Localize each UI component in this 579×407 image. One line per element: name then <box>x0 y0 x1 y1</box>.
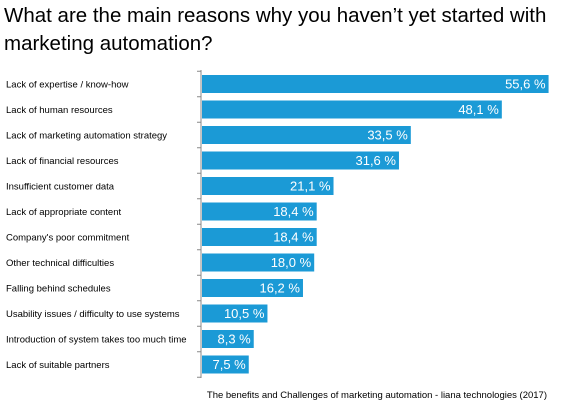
category-label: Lack of expertise / know-how <box>6 80 129 91</box>
category-label: Lack of appropriate content <box>6 207 121 218</box>
value-label: 10,5 % <box>224 306 265 321</box>
category-label: Lack of financial resources <box>6 156 119 167</box>
category-label: Company's poor commitment <box>6 233 130 244</box>
bars-layer: Lack of expertise / know-how 55,6 % Lack o… <box>6 70 549 378</box>
value-label: 18,4 % <box>273 230 314 245</box>
value-label: 7,5 % <box>213 357 247 372</box>
bar <box>202 253 315 272</box>
value-label: 31,6 % <box>355 153 396 168</box>
bar <box>202 330 254 348</box>
bar <box>202 151 399 170</box>
category-label: Introduction of system takes too much ti… <box>6 335 187 346</box>
bar <box>202 75 549 93</box>
category-label: Usability issues / difficulty to use sys… <box>6 309 180 320</box>
chart-title: What are the main reasons why you haven’… <box>4 4 547 55</box>
bar <box>202 279 303 297</box>
value-label: 18,0 % <box>271 255 312 270</box>
value-label: 16,2 % <box>259 281 300 296</box>
category-label: Other technical difficulties <box>6 258 114 269</box>
bar <box>202 100 502 119</box>
bar <box>202 126 411 144</box>
bar <box>202 304 268 323</box>
bar <box>202 228 317 246</box>
category-label: Lack of human resources <box>6 105 113 116</box>
category-label: Falling behind schedules <box>6 284 111 295</box>
value-label: 55,6 % <box>505 77 546 92</box>
value-label: 48,1 % <box>458 102 499 117</box>
value-label: 21,1 % <box>290 179 331 194</box>
bar <box>202 355 249 374</box>
value-label: 18,4 % <box>273 204 314 219</box>
value-label: 33,5 % <box>367 128 408 143</box>
source-note: The benefits and Challenges of marketing… <box>206 390 547 401</box>
category-label: Lack of marketing automation strategy <box>6 131 167 142</box>
bar <box>202 177 334 195</box>
category-label: Insufficient customer data <box>6 182 115 193</box>
value-label: 8,3 % <box>217 332 251 347</box>
bar <box>202 202 317 221</box>
category-label: Lack of suitable partners <box>6 360 110 371</box>
